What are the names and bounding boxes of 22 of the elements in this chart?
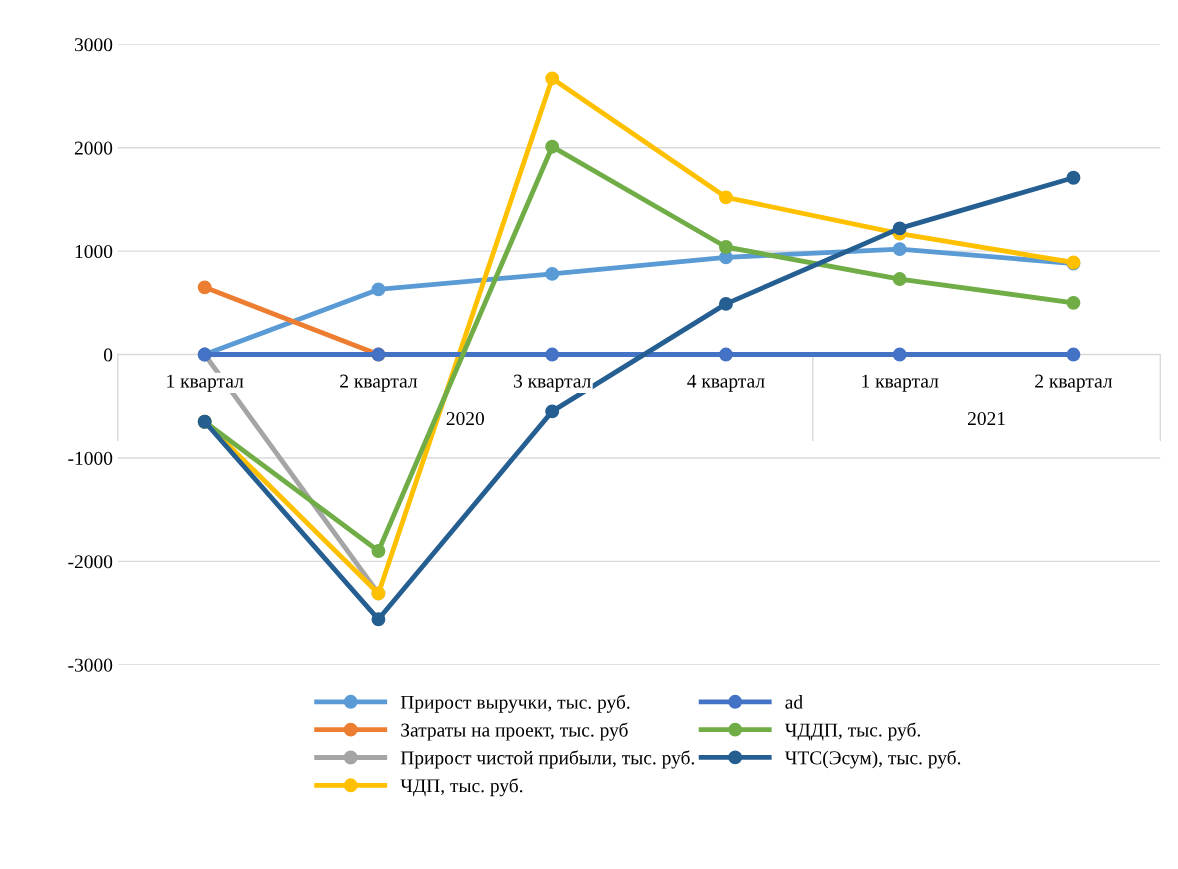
legend-label: ЧТС(Эсум), тыс. руб. <box>784 750 961 769</box>
legend-label: Прирост выручки, тыс. руб. <box>400 694 630 713</box>
legend-label: ЧДДП, тыс. руб. <box>784 722 920 741</box>
y-tick-label: 0 <box>103 348 113 362</box>
legend-label: ЧДП, тыс. руб. <box>400 778 523 797</box>
legend-label: ad <box>785 695 803 709</box>
legend-label: Затраты на проект, тыс. руб <box>401 722 628 741</box>
x-tick-label: 2 квартал <box>1035 374 1113 392</box>
y-tick-label: -1000 <box>68 451 113 465</box>
y-tick-label: 1000 <box>75 244 113 259</box>
x-tick-label: 1 квартал <box>167 374 244 392</box>
y-tick-label: 3000 <box>74 38 113 52</box>
x-tick-label: 3 квартал <box>513 374 591 392</box>
x-tick-label: 4 квартал <box>687 374 765 392</box>
x-tick-label: 2 квартал <box>340 374 418 392</box>
annotation: 2020 <box>446 411 485 426</box>
y-tick-label: 2000 <box>74 141 113 155</box>
legend-label: Прирост чистой прибыли, тыс. руб. <box>400 750 695 769</box>
annotation: 2021 <box>967 411 1005 426</box>
x-tick-label: 1 квартал <box>862 374 939 392</box>
y-tick-label: -3000 <box>68 658 113 672</box>
y-tick-label: -2000 <box>68 555 113 569</box>
